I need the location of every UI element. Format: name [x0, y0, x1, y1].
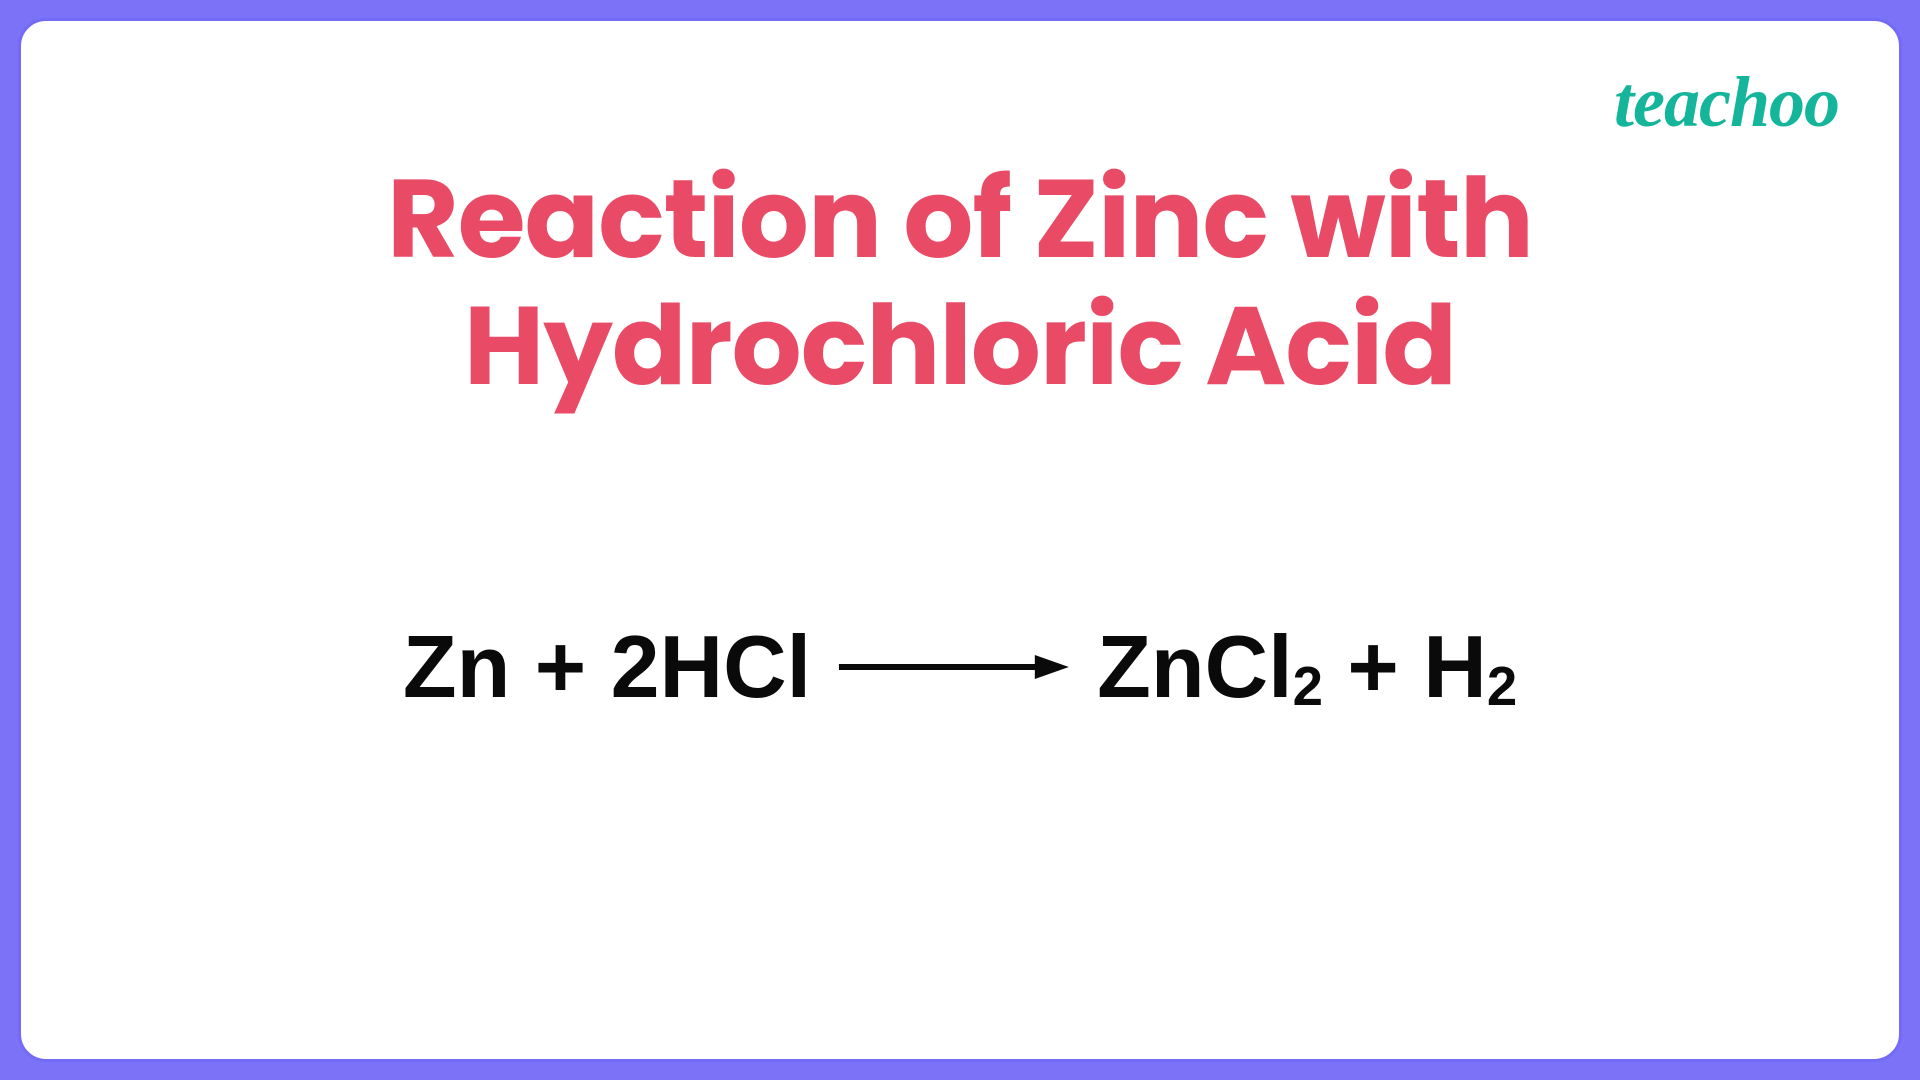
- product-2-base: H: [1423, 617, 1487, 716]
- product-2-sub: 2: [1487, 656, 1517, 717]
- product-1-sub: 2: [1293, 656, 1323, 717]
- inner-frame: teachoo Reaction of Zinc with Hydrochlor…: [18, 18, 1902, 1062]
- arrow-svg: [839, 647, 1069, 687]
- title-line-1: Reaction of Zinc with: [152, 156, 1767, 283]
- reaction-arrow-icon: [839, 647, 1069, 687]
- plus-sign: +: [1323, 617, 1423, 716]
- products: ZnCl2 + H2: [1097, 616, 1517, 718]
- reactants: Zn + 2HCl: [403, 616, 811, 718]
- slide-title: Reaction of Zinc with Hydrochloric Acid: [152, 156, 1767, 409]
- product-1-base: ZnCl: [1097, 617, 1293, 716]
- outer-frame: teachoo Reaction of Zinc with Hydrochlor…: [0, 0, 1920, 1080]
- chemical-equation: Zn + 2HCl ZnCl2 + H2: [403, 616, 1517, 718]
- title-line-2: Hydrochloric Acid: [152, 283, 1767, 410]
- brand-logo: teachoo: [1614, 61, 1839, 144]
